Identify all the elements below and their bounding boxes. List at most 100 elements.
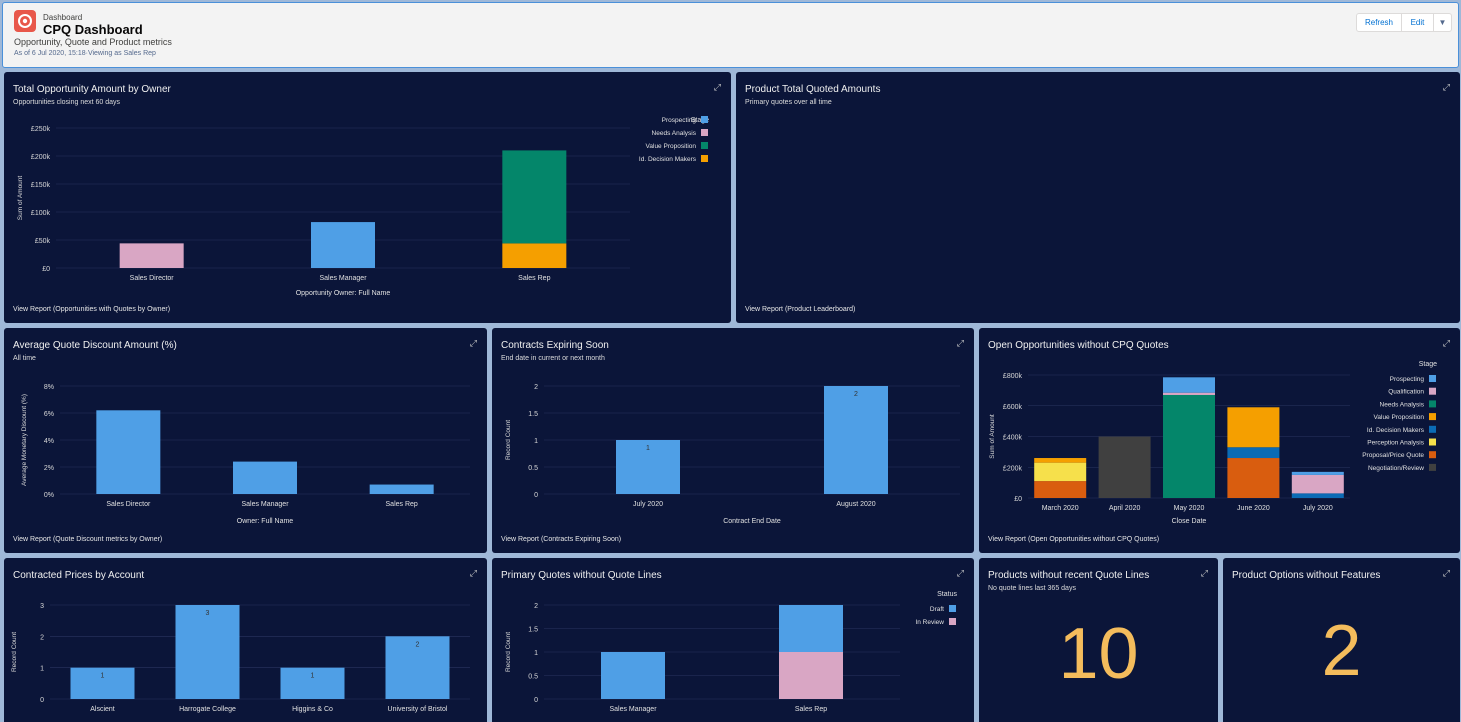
more-actions-button[interactable]: ▼ [1434, 13, 1452, 32]
y-tick-label: 8% [44, 384, 54, 391]
average-quote-discount-panel: 0% 2% 4% 6% 8% Average Monetary Discount (%) S… [4, 328, 487, 553]
panel-subtitle: Primary quotes over all time [745, 99, 832, 106]
y-tick-label: 0.5 [528, 674, 538, 681]
bar [1291, 471, 1344, 475]
contracted-prices-chart: 0 1 2 3 Record Count 1 Alscient 3 Harrogate Coll… [11, 603, 470, 713]
open-opportunities-panel: £0 £200k £400k £600k £800k Sum of Amount March… [979, 328, 1460, 553]
legend-swatch [701, 155, 708, 162]
panel-title: Open Opportunities without CPQ Quotes [988, 340, 1169, 351]
legend-label: Needs Analysis [1380, 401, 1425, 408]
y-tick-label: £0 [1014, 496, 1022, 503]
breadcrumb[interactable]: Dashboard [43, 13, 83, 22]
y-tick-label: 2 [40, 634, 44, 641]
legend-label: Prospecting [662, 117, 697, 124]
panel-title: Products without recent Quote Lines [988, 570, 1150, 581]
panel-title: Average Quote Discount Amount (%) [13, 340, 177, 351]
x-tick-label: Sales Rep [386, 501, 418, 508]
legend-label: Qualification [1388, 389, 1424, 396]
data-label: 1 [101, 673, 105, 680]
bar [779, 652, 843, 699]
view-report-link[interactable]: View Report (Open Opportunities without … [988, 536, 1160, 543]
panel-subtitle: Opportunities closing next 60 days [13, 99, 121, 106]
bar [96, 410, 161, 494]
bar [1291, 474, 1344, 494]
expand-icon[interactable]: ⤢ [1442, 568, 1450, 578]
expand-icon[interactable]: ⤢ [469, 338, 477, 348]
y-tick-label: 2 [534, 384, 538, 391]
y-tick-label: £800k [1003, 373, 1023, 380]
x-axis-label: Owner: Full Name [237, 518, 294, 525]
expand-icon[interactable]: ⤢ [469, 568, 477, 578]
legend-label: In Review [915, 619, 944, 626]
x-tick-label: May 2020 [1174, 505, 1205, 512]
legend-title: Status [937, 591, 957, 598]
expand-icon[interactable]: ⤢ [713, 82, 721, 92]
data-label: 1 [646, 445, 650, 452]
panel-title: Primary Quotes without Quote Lines [501, 570, 662, 581]
legend-label: Needs Analysis [652, 130, 697, 137]
edit-button[interactable]: Edit [1402, 13, 1434, 32]
legend-label: Perception Analysis [1367, 440, 1424, 447]
y-tick-label: 0 [534, 492, 538, 499]
view-report-link[interactable]: View Report (Quote Discount metrics by O… [13, 536, 163, 543]
view-report-link[interactable]: View Report (Product Leaderboard) [745, 306, 856, 313]
legend-title: Stage [691, 117, 709, 124]
product-total-quoted-panel: £0£50k£100kSum of Customer TotalGenWatt … [736, 72, 1460, 323]
bar [824, 386, 888, 494]
bar [1227, 458, 1280, 498]
x-tick-label: Harrogate College [179, 706, 236, 713]
x-tick-label: Sales Director [106, 501, 151, 508]
product-total-quoted-chart: £0£50k£100kSum of Customer TotalGenWatt … [736, 72, 1460, 323]
bar [1034, 458, 1087, 463]
products-without-quote-lines-panel: Products without recent Quote Lines No q… [979, 558, 1218, 722]
expand-icon[interactable]: ⤢ [956, 338, 964, 348]
legend-swatch [1429, 375, 1436, 382]
contracted-prices-panel: 0 1 2 3 Record Count 1 Alscient 3 Harrogate Coll… [4, 558, 487, 722]
dashboard-app-icon [14, 10, 36, 32]
panel-title: Contracts Expiring Soon [501, 340, 609, 351]
y-tick-label: £200k [31, 154, 51, 161]
panel-title: Product Total Quoted Amounts [745, 84, 881, 95]
contracts-expiring-panel: 0 0.5 1 1.5 2 Record Count 1 July 2020 2 August 2… [492, 328, 974, 553]
x-tick-label: Sales Rep [795, 706, 827, 713]
average-quote-discount-chart: 0% 2% 4% 6% 8% Average Monetary Discount (%) S… [21, 384, 470, 525]
y-tick-label: 3 [40, 603, 44, 610]
bar [1291, 493, 1344, 498]
y-tick-label: 1 [534, 650, 538, 657]
x-tick-label: July 2020 [633, 501, 663, 508]
y-axis-label: Record Count [505, 420, 512, 460]
legend-swatch [1429, 425, 1436, 433]
y-tick-label: 2 [534, 603, 538, 610]
expand-icon[interactable]: ⤢ [956, 568, 964, 578]
view-report-link[interactable]: View Report (Contracts Expiring Soon) [501, 536, 622, 543]
y-tick-label: £250k [31, 126, 51, 133]
legend-label: Negotiation/Review [1368, 465, 1424, 472]
view-report-link[interactable]: View Report (Opportunities with Quotes b… [13, 306, 171, 313]
metric-value: 2 [1321, 611, 1362, 691]
expand-icon[interactable]: ⤢ [1200, 568, 1208, 578]
legend-swatch [1429, 451, 1436, 459]
x-tick-label: Sales Director [130, 275, 175, 282]
refresh-button[interactable]: Refresh [1356, 13, 1402, 32]
bar [175, 605, 240, 699]
y-tick-label: 0 [40, 697, 44, 704]
bar [280, 667, 345, 699]
primary-quotes-chart: 0 0.5 1 1.5 2 Record Count Sales Manager Sales … [505, 591, 957, 713]
legend-label: Value Proposition [1374, 414, 1425, 421]
expand-icon[interactable]: ⤢ [1442, 82, 1450, 92]
page-subtitle: Opportunity, Quote and Product metrics [14, 37, 172, 47]
x-tick-label: Higgins & Co [292, 706, 333, 713]
bar [502, 150, 567, 244]
legend-label: Id. Decision Makers [639, 156, 697, 163]
page-title: CPQ Dashboard [43, 22, 143, 37]
y-tick-label: £50k [35, 238, 51, 245]
bar [1163, 394, 1215, 498]
x-axis-label: Opportunity Owner: Full Name [296, 290, 391, 297]
expand-icon[interactable]: ⤢ [1442, 338, 1450, 348]
y-axis-label: Record Count [11, 632, 18, 672]
x-tick-label: University of Bristol [388, 706, 448, 713]
y-tick-label: 0 [534, 697, 538, 704]
legend-swatch [1429, 400, 1436, 408]
bar [1227, 447, 1280, 459]
product-options-without-features-panel: Product Options without Features ⤢ 2 [1223, 558, 1460, 722]
